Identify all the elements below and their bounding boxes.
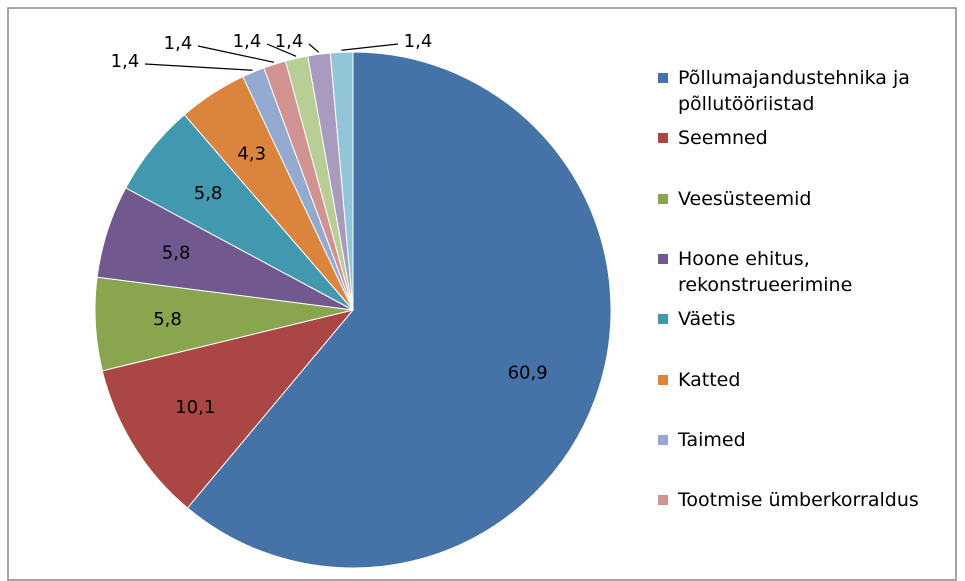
pie-slice — [101, 309, 355, 509]
data-label: 4,3 — [237, 143, 266, 164]
data-label: 5,8 — [194, 183, 223, 204]
legend-label: Taimed — [678, 428, 746, 451]
legend-label: Katted — [678, 368, 741, 391]
legend-item: Taimed — [658, 427, 958, 453]
legend-label: Väetis — [678, 308, 736, 331]
pie-slice — [329, 51, 354, 311]
legend-swatch — [658, 253, 668, 264]
leader-line — [266, 43, 297, 57]
legend-label: Tootmise ümberkorraldus — [678, 489, 919, 512]
legend-item: Põllumajandustehnika ja põllutööriistad — [658, 65, 958, 117]
leader-line — [308, 43, 320, 53]
legend-label: Põllumajandustehnika ja põllutööriistad — [678, 67, 910, 115]
legend-item: Hoone ehitus, rekonstrueerimine — [658, 246, 958, 298]
legend-swatch — [658, 193, 668, 204]
legend-swatch — [658, 434, 668, 445]
data-label: 1,4 — [164, 33, 193, 54]
legend-item: Veesüsteemid — [658, 186, 958, 212]
leader-line — [144, 63, 253, 71]
legend-label: Hoone ehitus, rekonstrueerimine — [678, 247, 853, 296]
legend-item: Katted — [658, 367, 958, 393]
pie-slice — [186, 51, 612, 569]
data-label: 60,9 — [508, 362, 548, 383]
legend-label: Veesüsteemid — [678, 187, 812, 210]
data-label: 1,4 — [111, 51, 140, 72]
legend-item: Seemned — [658, 125, 958, 151]
leader-line — [341, 43, 399, 51]
data-label: 1,4 — [275, 31, 304, 52]
legend-swatch — [658, 374, 668, 385]
legend-swatch — [658, 73, 668, 83]
data-label: 1,4 — [404, 31, 433, 52]
data-label: 5,8 — [162, 242, 191, 263]
legend-item: Väetis — [658, 306, 958, 332]
leader-line — [197, 45, 275, 63]
legend-item: Tootmise ümberkorraldus — [658, 487, 958, 513]
legend-swatch — [658, 314, 668, 325]
data-label: 10,1 — [175, 397, 215, 418]
legend-label: Seemned — [678, 127, 768, 150]
legend-swatch — [658, 495, 668, 506]
data-label: 1,4 — [233, 31, 262, 52]
data-label: 5,8 — [153, 309, 182, 330]
legend-swatch — [658, 133, 668, 144]
